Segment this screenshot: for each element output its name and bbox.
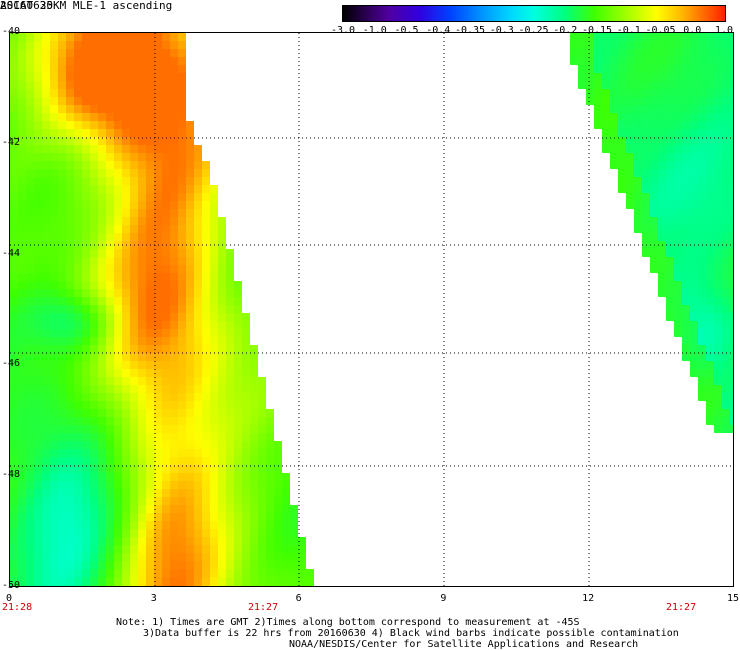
time-label-mid: 21:27: [248, 602, 279, 613]
map-svg: [10, 33, 733, 586]
colorbar-label: -0.05: [645, 25, 676, 36]
colorbar-label: -0.5: [394, 25, 419, 36]
colorbar-label: -0.25: [518, 25, 549, 36]
time-label-right: 21:27: [666, 602, 697, 613]
colorbar-label: -1.0: [362, 25, 387, 36]
colorbar-label: -0.35: [454, 25, 486, 36]
note-line-1: Note: 1) Times are GMT 2)Times along bot…: [116, 617, 580, 628]
swath-left: [10, 33, 314, 586]
y-tick-label: -46: [2, 358, 21, 370]
colorbar-label: -0.2: [553, 25, 578, 36]
y-tick-label: -42: [2, 136, 21, 148]
map-plot: [9, 32, 734, 587]
colorbar-label: 1.0: [714, 25, 734, 36]
note-line-3: NOAA/NESDIS/Center for Satellite Applica…: [289, 639, 639, 650]
colorbar-label: -0.1: [616, 25, 641, 36]
y-tick-label: -50: [2, 580, 21, 591]
x-tick-label: 15: [726, 593, 740, 604]
x-tick-label: 9: [440, 593, 447, 604]
time-label-left: 21:28: [2, 602, 33, 613]
x-tick-label: 0: [5, 593, 13, 604]
colorbar-label: -0.15: [581, 25, 613, 36]
swath-right: [570, 33, 733, 433]
x-tick-label: 3: [150, 593, 157, 604]
x-tick-label: 12: [582, 593, 595, 604]
chart-date: 20160630: [0, 0, 53, 12]
chart-title: ASCAT 25KM MLE-1 ascending: [0, 0, 173, 12]
y-tick-label: -44: [2, 247, 21, 259]
y-tick-label: -48: [2, 469, 21, 481]
note-line-2: 3)Data buffer is 22 hrs from 20160630 4)…: [143, 628, 679, 639]
grid-lines: [10, 33, 733, 586]
colorbar: [342, 5, 726, 22]
colorbar-label: -0.3: [489, 25, 514, 36]
colorbar-label: 0.0: [683, 25, 702, 36]
colorbar-label: -3.0: [330, 25, 356, 36]
y-tick-label: -40: [2, 26, 21, 37]
colorbar-label: -0.4: [426, 25, 451, 36]
x-tick-label: 6: [295, 593, 302, 604]
